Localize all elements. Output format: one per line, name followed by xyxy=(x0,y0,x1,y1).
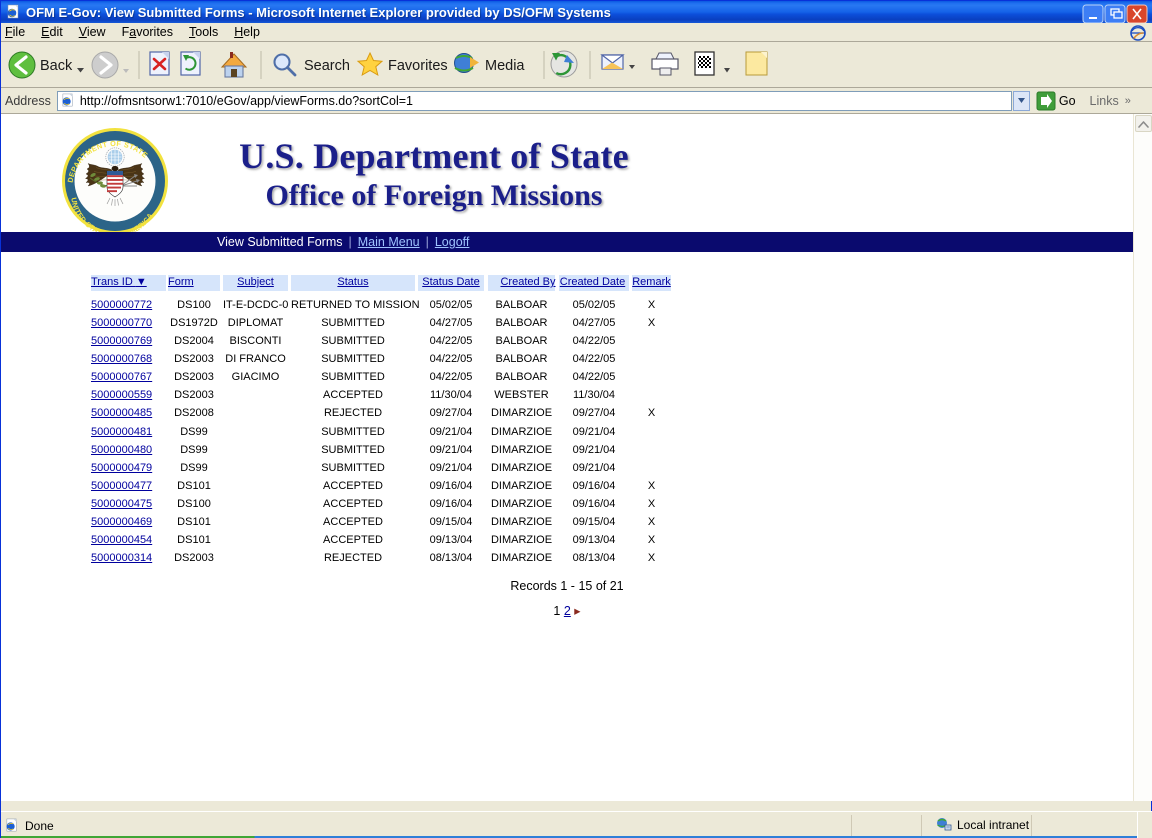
svg-text:Back: Back xyxy=(40,58,73,74)
svg-text:Search: Search xyxy=(304,58,350,74)
svg-text:Favorites: Favorites xyxy=(388,58,448,74)
svg-text:Media: Media xyxy=(485,58,525,74)
